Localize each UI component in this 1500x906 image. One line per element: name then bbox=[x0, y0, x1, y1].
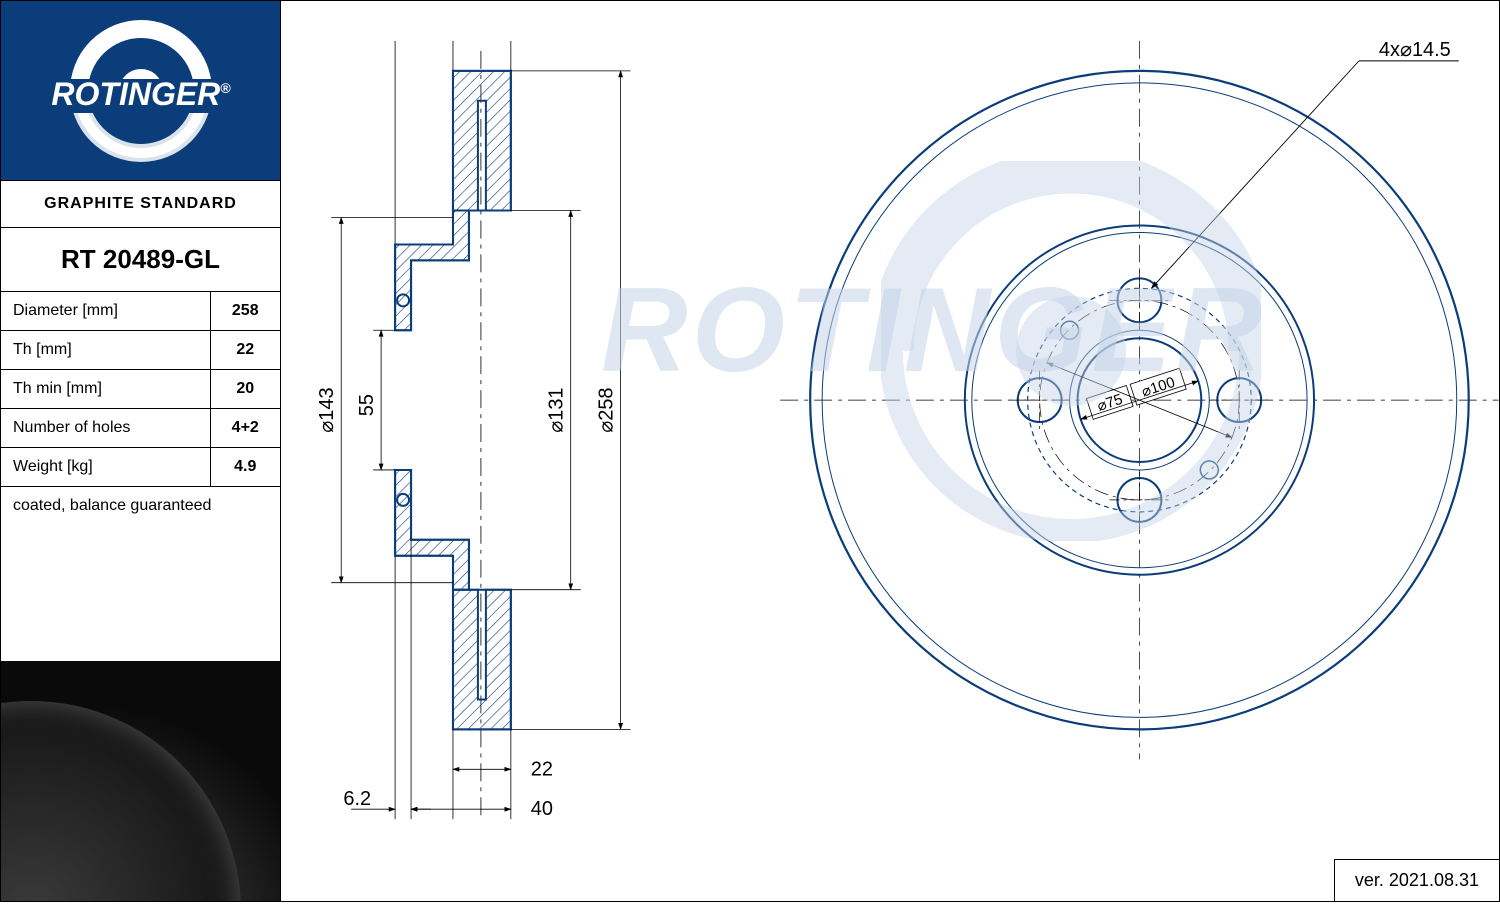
dim-d131: ⌀131 bbox=[546, 387, 568, 432]
spec-value: 22 bbox=[210, 331, 280, 370]
table-row: Diameter [mm]258 bbox=[1, 292, 280, 331]
svg-text:ROTINGER®: ROTINGER® bbox=[51, 76, 231, 112]
spec-label: Diameter [mm] bbox=[1, 292, 210, 331]
dim-d258: ⌀258 bbox=[596, 387, 618, 432]
spec-label: Number of holes bbox=[1, 409, 210, 448]
brand-logo-box: ROTINGER® bbox=[1, 1, 280, 181]
part-number: RT 20489-GL bbox=[1, 228, 280, 292]
dim-w40: 40 bbox=[531, 798, 553, 820]
dim-w22: 22 bbox=[531, 758, 553, 780]
spec-label: Weight [kg] bbox=[1, 448, 210, 487]
spec-label: Th min [mm] bbox=[1, 370, 210, 409]
info-sidebar: ROTINGER® GRAPHITE STANDARD RT 20489-GL … bbox=[1, 1, 281, 901]
product-note: coated, balance guaranteed bbox=[1, 487, 280, 525]
section-view: ⌀258 ⌀131 ⌀143 55 bbox=[316, 41, 630, 820]
product-photo bbox=[1, 661, 281, 901]
spec-label: Th [mm] bbox=[1, 331, 210, 370]
watermark-icon bbox=[881, 161, 1261, 541]
table-row: Number of holes4+2 bbox=[1, 409, 280, 448]
page-container: ROTINGER® GRAPHITE STANDARD RT 20489-GL … bbox=[0, 0, 1500, 902]
drawing-area: ROTINGER bbox=[281, 1, 1499, 901]
table-row: Weight [kg]4.9 bbox=[1, 448, 280, 487]
spec-value: 4.9 bbox=[210, 448, 280, 487]
spec-table: Diameter [mm]258 Th [mm]22 Th min [mm]20… bbox=[1, 292, 280, 487]
dim-h55: 55 bbox=[356, 394, 378, 416]
spec-value: 258 bbox=[210, 292, 280, 331]
version-label: ver. 2021.08.31 bbox=[1334, 859, 1499, 901]
spec-value: 20 bbox=[210, 370, 280, 409]
dim-w62: 6.2 bbox=[343, 788, 371, 810]
spec-value: 4+2 bbox=[210, 409, 280, 448]
bolt-callout: 4x⌀14.5 bbox=[1379, 39, 1451, 61]
table-row: Th min [mm]20 bbox=[1, 370, 280, 409]
dim-d143: ⌀143 bbox=[316, 387, 338, 432]
brand-logo-icon: ROTINGER® bbox=[11, 11, 271, 171]
table-row: Th [mm]22 bbox=[1, 331, 280, 370]
product-line-label: GRAPHITE STANDARD bbox=[1, 181, 280, 228]
